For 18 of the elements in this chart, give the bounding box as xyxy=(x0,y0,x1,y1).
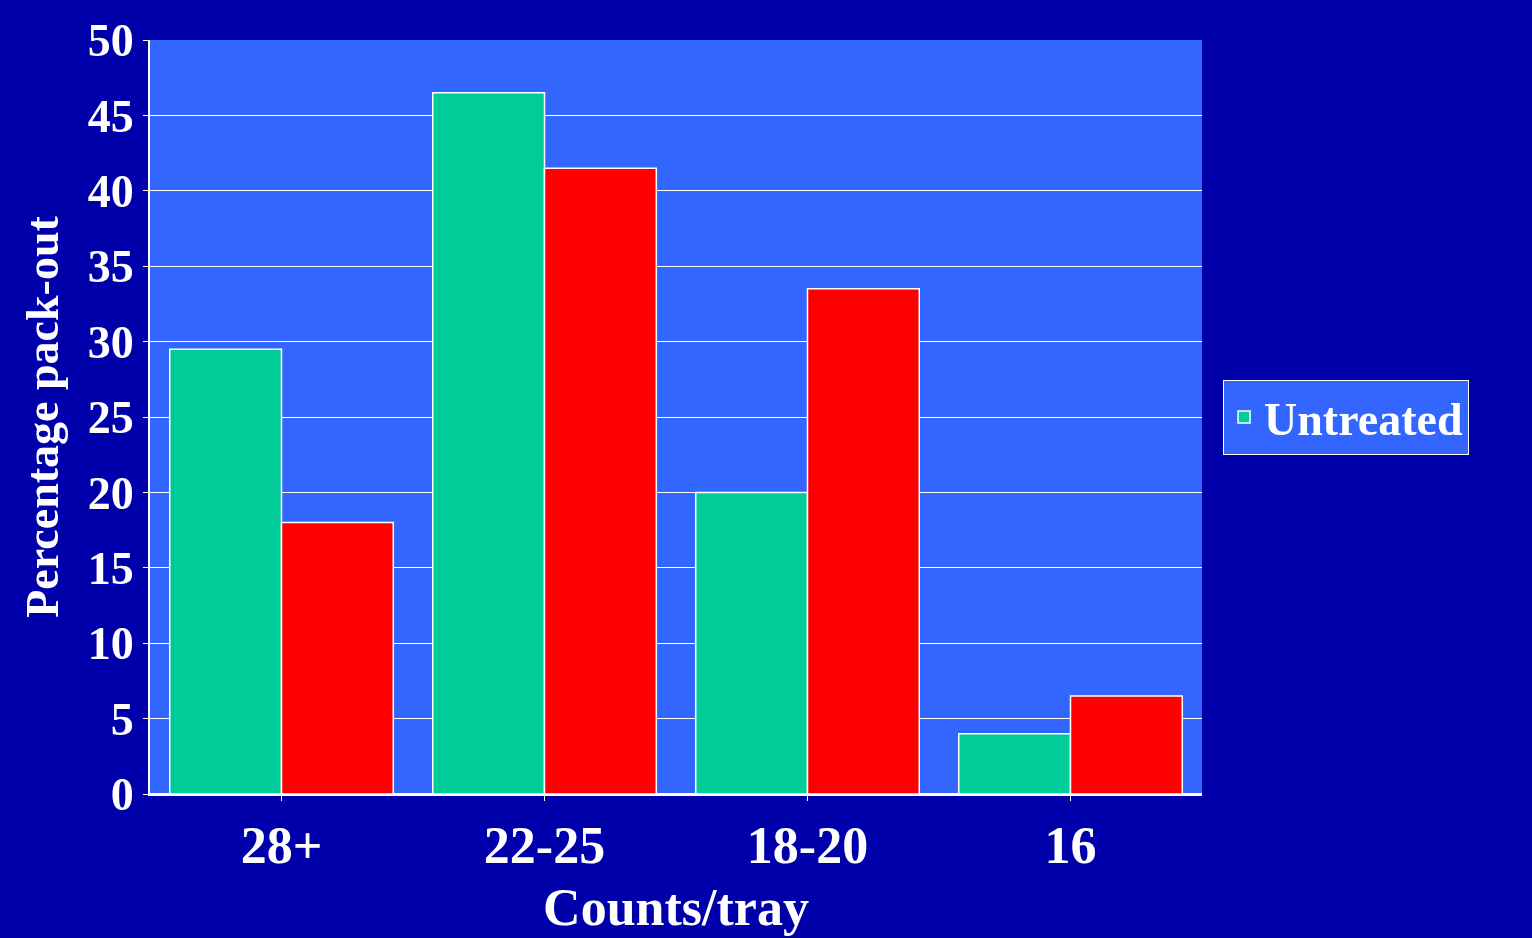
y-tick-label: 5 xyxy=(110,693,134,745)
y-tick-label: 35 xyxy=(87,241,134,293)
x-tick-label: 16 xyxy=(1044,817,1097,875)
y-tick-label: 10 xyxy=(87,618,134,670)
x-tick-label: 28+ xyxy=(240,817,323,875)
y-tick-label: 45 xyxy=(87,90,134,142)
y-axis-title: Percentage pack-out xyxy=(16,215,68,618)
y-tick-label: 30 xyxy=(87,316,134,368)
y-tick-label: 0 xyxy=(110,769,134,821)
x-tick-label: 22-25 xyxy=(483,817,606,875)
y-tick-label: 15 xyxy=(87,542,134,594)
x-tick-label: 18-20 xyxy=(746,817,869,875)
y-tick-label: 25 xyxy=(87,392,134,444)
legend-label: Untreated xyxy=(1264,393,1463,445)
y-tick-label: 50 xyxy=(87,15,134,67)
y-tick-label: 40 xyxy=(87,165,134,217)
y-tick-label: 20 xyxy=(87,467,134,519)
x-axis-title: Counts/tray xyxy=(543,878,809,936)
